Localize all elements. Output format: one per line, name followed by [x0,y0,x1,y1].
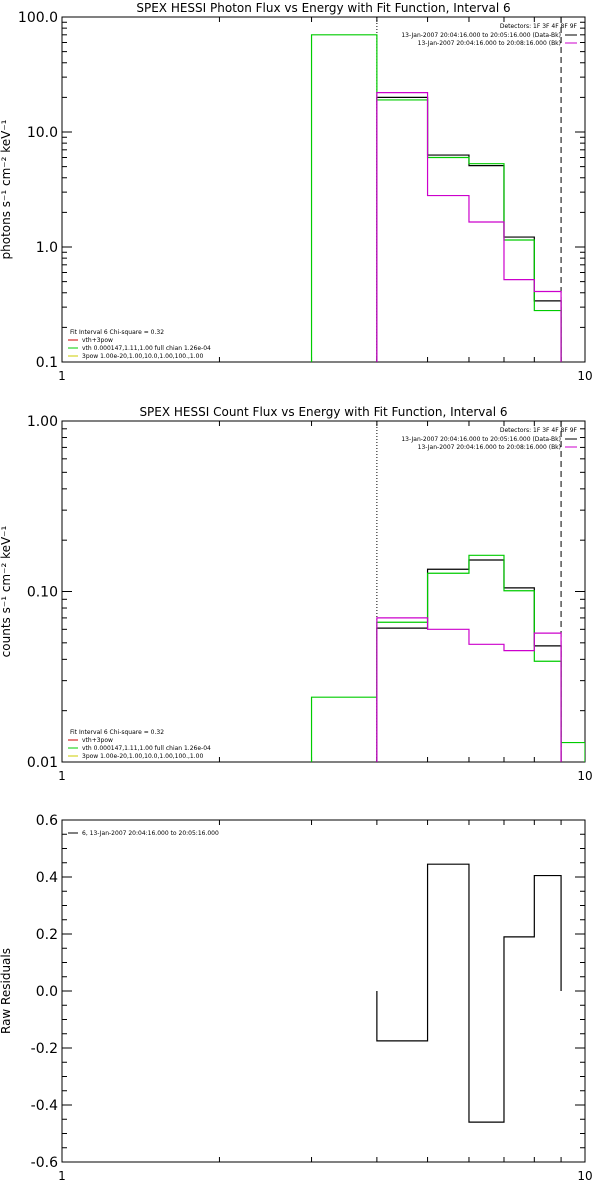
y-tick-label: 0.2 [36,927,58,943]
legend-left-label: 3pow 1.00e-20,1.00,10.0,1.00,100.,1.00 [82,353,203,360]
plot-frame [61,16,586,363]
y-tick-label: 0.01 [27,755,58,771]
series-fit-line [310,34,562,362]
legend-left-label: vth 0.000147,1.11,1.00 full chian 1.26e-… [82,745,211,752]
legend-right-label: 13-Jan-2007 20:04:16.000 to 20:08:16.000… [418,40,561,47]
x-tick-label: 1 [58,1169,66,1183]
legend-left-label: Fit Interval 6 Chi-square = 0.32 [70,729,164,736]
y-tick-label: -0.4 [31,1098,58,1114]
x-tick-label: 10 [577,769,592,783]
y-tick-label: 0.6 [36,813,58,829]
chart-panel-1: SPEX HESSI Photon Flux vs Energy with Fi… [0,1,593,383]
series-data-bk-line [376,559,562,762]
chart-panel-3: Raw Residuals 1 10 -0.6 -0.4 -0.2 0.0 0.2 0.4 0.6… [0,813,593,1183]
chart-title: SPEX HESSI Count Flux vs Energy with Fit… [139,405,507,419]
legend-left-label: Fit Interval 6 Chi-square = 0.32 [70,329,164,336]
x-tick-label: 1 [58,769,66,783]
legend-left-label: vth 0.000147,1.11,1.00 full chian 1.26e-… [82,345,211,352]
legend-left-label: vth+3pow [82,337,113,344]
legend-left-label: vth+3pow [82,737,113,744]
x-tick-label: 10 [577,369,592,383]
y-tick-label: 0.4 [36,870,58,886]
detectors-label: Detectors: 1F 3F 4F 8F 9F [500,427,578,434]
x-tick-label: 10 [577,1169,592,1183]
plot-frame [61,819,586,1163]
data-area [310,34,562,362]
y-tick-label: 0.10 [27,585,58,601]
chart-title: SPEX HESSI Photon Flux vs Energy with Fi… [136,1,510,15]
y-tick-label: 1.0 [36,240,58,256]
y-tick-label: 0.1 [36,355,58,371]
plot-frame [61,420,586,763]
legend-right-label: 13-Jan-2007 20:04:16.000 to 20:05:16.000… [401,436,561,443]
chart-panel-2: SPEX HESSI Count Flux vs Energy with Fit… [0,405,593,783]
y-tick-label: 100.0 [18,10,58,26]
series-bk-line [376,617,562,762]
series-data-bk-line [376,96,562,362]
series-bk-line [376,92,562,362]
data-area [310,554,585,762]
y-tick-label: 10.0 [27,125,58,141]
detectors-label: Detectors: 1F 3F 4F 8F 9F [500,23,578,30]
x-tick-label: 1 [58,369,66,383]
legend-left-label: 6, 13-Jan-2007 20:04:16.000 to 20:05:16.… [82,830,219,837]
y-tick-label: -0.2 [31,1041,58,1057]
series-6-line [376,863,562,1123]
y-axis-label: Raw Residuals [0,948,13,1034]
series-fit-line [310,554,585,762]
y-axis-label: photons s⁻¹ cm⁻² keV⁻¹ [0,119,13,259]
y-tick-label: 0.0 [36,984,58,1000]
legend-left-label: 3pow 1.00e-20,1.00,10.0,1.00,100.,1.00 [82,753,203,760]
y-tick-label: 1.00 [27,414,58,430]
legend-right-label: 13-Jan-2007 20:04:16.000 to 20:08:16.000… [418,444,561,451]
data-area [376,863,562,1123]
legend-right-label: 13-Jan-2007 20:04:16.000 to 20:05:16.000… [401,32,561,39]
y-tick-label: -0.6 [31,1155,58,1171]
y-axis-label: counts s⁻¹ cm⁻² keV⁻¹ [0,525,13,657]
